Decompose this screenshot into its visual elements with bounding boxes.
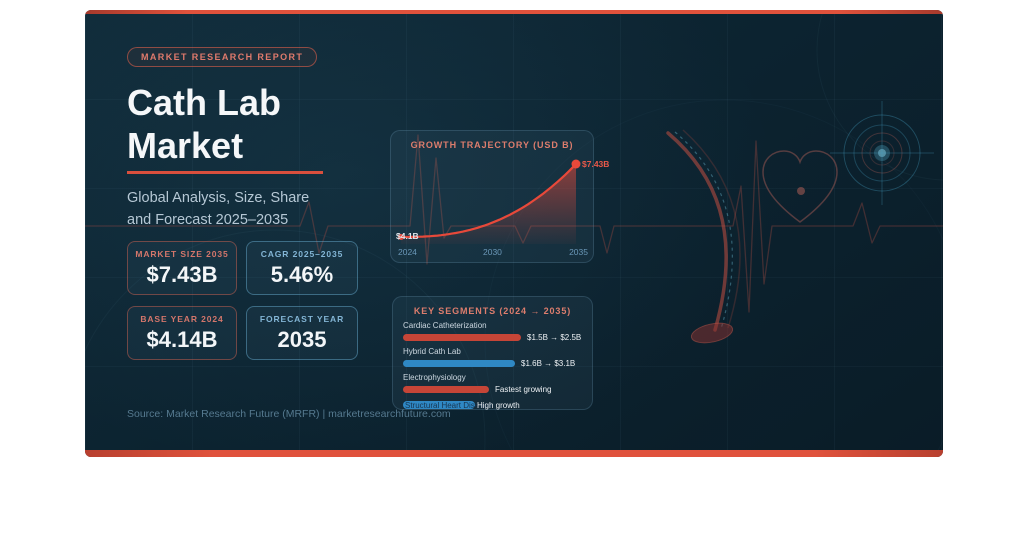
x-tick-2035: 2035 <box>569 247 588 257</box>
x-tick-2030: 2030 <box>483 247 502 257</box>
stat-card-cagr: CAGR 2025–2035 5.46% <box>246 241 358 295</box>
stat-value: 5.46% <box>270 261 334 287</box>
stat-card-forecast-year: FORECAST YEAR 2035 <box>246 306 358 360</box>
segment-bar <box>403 334 521 341</box>
segment-value: $1.6B → $3.1B <box>521 359 576 368</box>
card-top-accent-bar <box>85 10 943 14</box>
segment-row-hybrid-cath-lab: Hybrid Cath Lab $1.6B → $3.1B <box>403 347 582 368</box>
segment-bar <box>403 401 475 409</box>
stat-card-market-size: MARKET SIZE 2035 $7.43B <box>127 241 237 295</box>
growth-trajectory-panel: GROWTH TRAJECTORY (USD B) $4.1B $7.43B 2… <box>390 130 609 263</box>
key-segments-panel: KEY SEGMENTS (2024 → 2035) Cardiac Cathe… <box>392 296 593 410</box>
growth-chart-plot <box>398 159 581 244</box>
segment-value: Fastest growing <box>495 385 552 394</box>
segment-bar <box>403 386 489 393</box>
page-title-line1: Cath Lab <box>127 82 282 123</box>
segment-row-electrophysiology: Electrophysiology Fastest growing <box>403 373 582 394</box>
segment-label: Cardiac Catheterization <box>403 321 487 330</box>
stat-card-base-year: BASE YEAR 2024 $4.14B <box>127 306 237 360</box>
stat-value: 2035 <box>277 326 327 352</box>
segments-panel-title: KEY SEGMENTS (2024 → 2035) <box>413 306 572 316</box>
stat-label: FORECAST YEAR <box>259 313 345 324</box>
stat-value: $4.14B <box>146 326 218 352</box>
page-title-line2: Market <box>127 125 244 166</box>
start-value-label: $4.1B <box>396 231 419 241</box>
target-icon <box>830 101 934 205</box>
faint-circle-decor <box>816 10 943 181</box>
page-title: Cath Lab Market <box>127 81 281 167</box>
start-point-dot <box>398 234 404 240</box>
x-tick-2024: 2024 <box>398 247 417 257</box>
segment-label: Structural Heart Disease <box>405 401 493 410</box>
segment-label: Hybrid Cath Lab <box>403 347 461 356</box>
growth-area-fill <box>401 164 576 244</box>
growth-panel-title: GROWTH TRAJECTORY (USD B) <box>410 140 574 150</box>
subtitle-line1: Global Analysis, Size, Share <box>127 190 310 206</box>
stat-cards-grid: MARKET SIZE 2035 $7.43B CAGR 2025–2035 5… <box>127 241 358 360</box>
report-card: MARKET RESEARCH REPORT Cath Lab Market G… <box>85 10 943 457</box>
segment-row-cardiac-catheterization: Cardiac Catheterization $1.5B → $2.5B <box>403 321 582 342</box>
subtitle-line2: and Forecast 2025–2035 <box>127 212 289 228</box>
stat-label: CAGR 2025–2035 <box>260 248 344 259</box>
page-subtitle: Global Analysis, Size, Share and Forecas… <box>127 187 309 231</box>
segment-value: High growth <box>477 401 520 410</box>
card-bottom-accent-bar <box>85 450 943 457</box>
title-underline <box>127 171 323 174</box>
stat-value: $7.43B <box>146 261 218 287</box>
end-point-dot <box>571 159 581 169</box>
catheter-icon <box>666 129 741 344</box>
stat-label: MARKET SIZE 2035 <box>135 248 229 259</box>
segment-bar <box>403 360 515 367</box>
stat-label: BASE YEAR 2024 <box>140 313 224 324</box>
growth-line <box>399 162 578 239</box>
segment-row-structural-heart-disease: Structural Heart Disease High growth <box>403 400 582 411</box>
source-attribution: Source: Market Research Future (MRFR) | … <box>127 408 451 420</box>
faint-circle-decor <box>85 229 486 457</box>
end-value-label: $7.43B <box>582 159 610 169</box>
segment-label: Electrophysiology <box>403 373 466 382</box>
segment-value: $1.5B → $2.5B <box>527 333 582 342</box>
heart-icon <box>762 150 838 223</box>
report-type-badge: MARKET RESEARCH REPORT <box>127 47 318 67</box>
